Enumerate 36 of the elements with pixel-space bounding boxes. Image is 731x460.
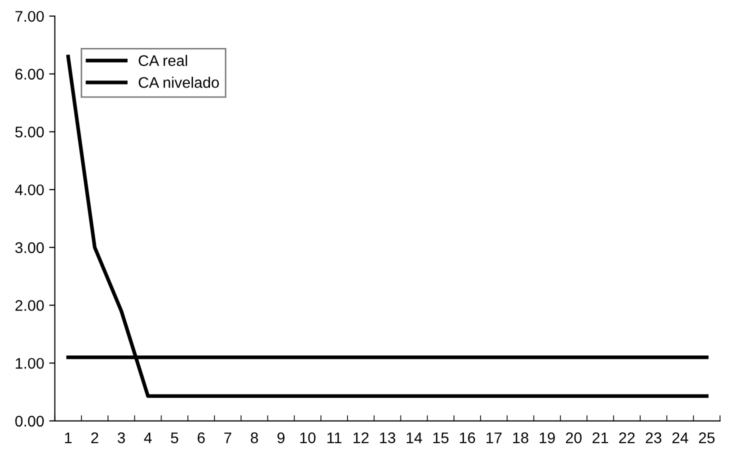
y-tick-label: 5.00: [15, 126, 44, 138]
x-tick-label: 7: [224, 432, 232, 444]
x-tick-label: 15: [433, 432, 449, 444]
x-tick-label: 1: [65, 432, 72, 444]
x-tick-label: 5: [170, 432, 178, 444]
x-tick-label: 20: [566, 432, 582, 444]
y-tick-label: 3.00: [15, 242, 44, 254]
x-tick-label: 18: [513, 432, 528, 444]
x-tick-label: 8: [250, 432, 258, 444]
y-tick-label: 1.00: [16, 358, 44, 369]
x-tick-label: 10: [300, 432, 316, 444]
x-tick-label: 22: [619, 432, 635, 444]
x-tick-label: 4: [144, 432, 152, 444]
y-tick-label: 2.00: [15, 300, 44, 311]
legend-label: CA real: [138, 54, 188, 66]
x-tick-label: 21: [592, 432, 608, 444]
x-tick-label: 13: [380, 432, 396, 444]
x-tick-label: 12: [353, 432, 369, 444]
x-tick-label: 23: [646, 432, 662, 444]
x-tick-label: 19: [540, 432, 555, 444]
line-series: [66, 54, 709, 398]
y-tick-label: 6.00: [15, 68, 44, 80]
x-tick-label: 24: [672, 432, 688, 444]
y-tick-label: 4.00: [15, 184, 44, 196]
x-tick-label: 14: [406, 432, 422, 444]
x-tick-label: 2: [91, 432, 98, 444]
x-tick-label: 3: [118, 432, 125, 444]
y-tick-label: 0.00: [15, 416, 44, 427]
y-tick-label: 7.00: [15, 10, 44, 22]
x-tick-label: 25: [699, 432, 715, 444]
x-tick-label: 9: [277, 432, 285, 444]
x-tick-label: 6: [198, 432, 205, 444]
x-tick-label: 17: [486, 432, 502, 444]
x-tick-label: 16: [460, 432, 476, 444]
legend-label: CA nivelado: [138, 76, 219, 88]
x-tick-label: 11: [327, 432, 342, 444]
